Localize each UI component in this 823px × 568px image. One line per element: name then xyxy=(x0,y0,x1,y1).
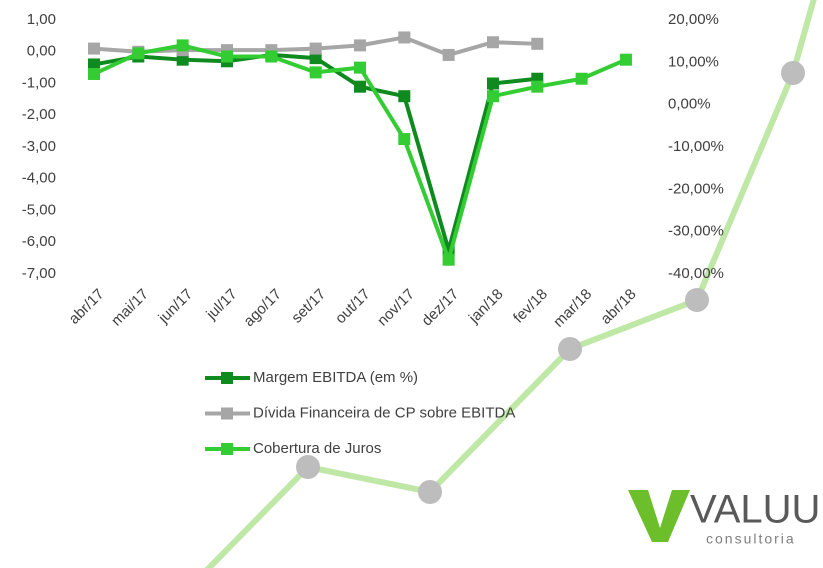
series-marker xyxy=(132,47,145,60)
series-marker xyxy=(353,61,366,74)
logo-name: VALUU xyxy=(690,488,820,532)
series-marker xyxy=(486,90,499,103)
series-marker xyxy=(88,67,100,80)
series-marker xyxy=(309,66,322,79)
series-marker xyxy=(353,80,366,93)
series-marker xyxy=(398,133,411,146)
x-tick-label: ago/17 xyxy=(240,286,284,330)
y2-tick-label: -30,00% xyxy=(668,223,724,240)
series-marker xyxy=(486,36,499,49)
y-tick-label: 0,00 xyxy=(27,43,56,60)
x-tick-label: jan/18 xyxy=(465,286,507,328)
y-tick-label: -1,00 xyxy=(22,74,56,91)
x-tick-label: dez/17 xyxy=(418,286,462,330)
series-marker xyxy=(486,77,499,90)
series-marker xyxy=(220,50,233,63)
series-marker xyxy=(176,39,189,52)
legend-label: Dívida Financeira de CP sobre EBITDA xyxy=(253,404,515,421)
y2-tick-label: -40,00% xyxy=(668,265,724,282)
x-tick-label: jul/17 xyxy=(203,286,241,324)
series-marker xyxy=(398,31,411,44)
background-decoration xyxy=(204,0,817,568)
x-tick-label: abr/17 xyxy=(66,286,108,328)
series-marker xyxy=(88,58,100,71)
series-marker xyxy=(353,39,366,52)
series-marker xyxy=(88,42,100,55)
y2-tick-label: 0,00% xyxy=(668,96,711,113)
series-marker xyxy=(442,48,455,61)
x-tick-label: fev/18 xyxy=(510,286,551,327)
series-line xyxy=(93,52,538,253)
y2-tick-label: -10,00% xyxy=(668,138,724,155)
y-tick-label: -4,00 xyxy=(22,170,56,187)
legend-marker xyxy=(221,407,233,420)
x-tick-label: jun/17 xyxy=(155,286,197,328)
y-tick-label: -6,00 xyxy=(22,233,56,250)
series-marker xyxy=(265,50,278,63)
series-line xyxy=(93,43,627,262)
y-tick-label: -3,00 xyxy=(22,138,56,155)
series-marker xyxy=(619,53,632,66)
series-marker xyxy=(309,42,322,55)
logo: VALUU consultoria xyxy=(628,488,820,547)
y2-tick-label: -20,00% xyxy=(668,180,724,197)
series-marker xyxy=(176,53,189,66)
x-tick-label: set/17 xyxy=(288,286,329,327)
y-tick-label: -5,00 xyxy=(22,201,56,218)
legend-label: Cobertura de Juros xyxy=(253,440,381,457)
series-marker xyxy=(531,37,544,50)
series-marker xyxy=(398,90,411,103)
x-tick-label: out/17 xyxy=(332,286,374,328)
legend-label: Margem EBITDA (em %) xyxy=(253,369,418,386)
x-tick-label: mar/18 xyxy=(550,286,595,331)
y-tick-label: 1,00 xyxy=(27,11,56,28)
x-tick-label: nov/17 xyxy=(374,286,418,330)
legend-marker xyxy=(221,443,233,455)
y-tick-label: -7,00 xyxy=(22,265,56,282)
series-marker xyxy=(575,72,588,85)
y2-tick-label: 10,00% xyxy=(668,53,719,70)
legend-marker xyxy=(221,372,233,384)
series-marker xyxy=(442,253,455,266)
series-marker xyxy=(531,80,544,93)
series-marker xyxy=(309,52,322,65)
y2-tick-label: 20,00% xyxy=(668,11,719,28)
logo-tagline: consultoria xyxy=(706,531,796,547)
y-tick-label: -2,00 xyxy=(22,106,56,123)
x-tick-label: mai/17 xyxy=(108,286,152,330)
